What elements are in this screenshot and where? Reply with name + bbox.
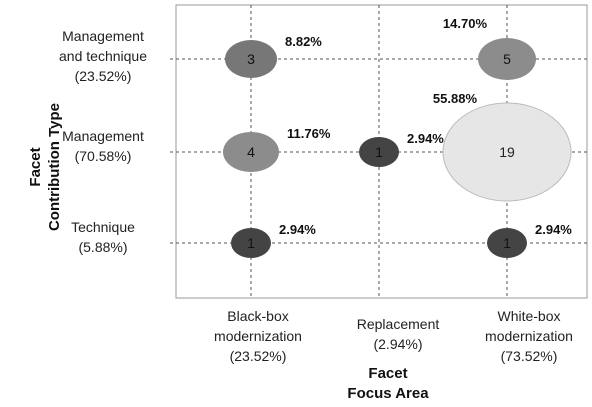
bubble-percent-4: 55.88% <box>433 91 478 106</box>
bubble-percent-6: 2.94% <box>535 222 572 237</box>
x-tick-white-box: White-box modernization (73.52%) <box>485 308 573 364</box>
bubble-4 <box>442 102 572 202</box>
bubble-percent-2: 11.76% <box>287 126 331 141</box>
x-tick-black-box: Black-box modernization (23.52%) <box>214 308 302 364</box>
bubble-count-2: 4 <box>247 144 255 160</box>
x-tick-replacement: Replacement (2.94%) <box>356 316 440 352</box>
bubble-percent-0: 8.82% <box>285 34 322 49</box>
y-tick-management: Management (70.58%) <box>62 128 144 164</box>
bubble-3 <box>359 137 399 167</box>
bubbles: 3 8.82% 5 14.70% 4 11.76% 1 2.94% 19 55.88% 1 2.94%… <box>223 16 572 258</box>
bubble-percent-3: 2.94% <box>407 131 444 146</box>
bubble-count-1: 5 <box>503 51 511 67</box>
bubble-count-4: 19 <box>499 144 515 160</box>
y-tick-technique: Technique (5.88%) <box>71 219 135 255</box>
bubble-count-5: 1 <box>247 235 255 251</box>
bubble-percent-1: 14.70% <box>443 16 488 31</box>
bubble-6 <box>487 228 527 258</box>
bubble-count-3: 1 <box>375 144 383 160</box>
y-tick-management-and-technique: Management and technique (23.52%) <box>59 28 147 84</box>
bubble-2 <box>223 132 279 172</box>
y-axis-title: Facet Contribution Type <box>27 102 63 232</box>
x-axis-title: Facet Focus Area <box>347 365 429 402</box>
bubble-count-0: 3 <box>247 51 255 67</box>
bubble-1 <box>478 38 536 80</box>
bubble-percent-5: 2.94% <box>279 222 316 237</box>
bubble-5 <box>231 228 271 258</box>
bubble-0 <box>225 40 277 78</box>
bubble-count-6: 1 <box>503 235 511 251</box>
